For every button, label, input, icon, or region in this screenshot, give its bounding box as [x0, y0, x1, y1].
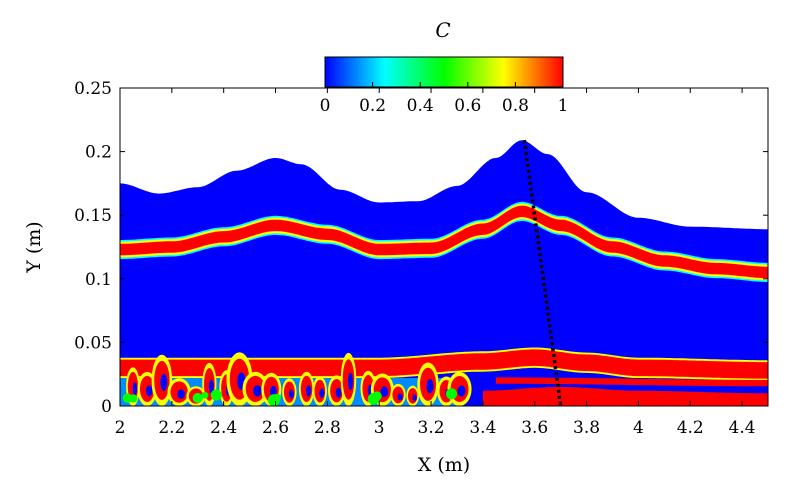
- colorbar: [324, 56, 564, 88]
- x-tick-label: 3.6: [521, 418, 548, 438]
- y-tick-label: 0.25: [74, 79, 112, 99]
- billow-eye: [457, 385, 466, 397]
- mixing-blob: [445, 388, 458, 400]
- billow-eye: [335, 387, 342, 398]
- billow-eye: [347, 372, 354, 391]
- billow-eye: [412, 394, 417, 402]
- billow-eye: [305, 385, 312, 397]
- billow-eye: [288, 389, 294, 399]
- x-tick-label: 4.4: [729, 418, 756, 438]
- billow-eye: [397, 393, 403, 401]
- x-tick-label: 2.2: [158, 418, 185, 438]
- x-tick-label: 3.4: [469, 418, 496, 438]
- mixing-blob: [367, 393, 380, 405]
- fluid-region: [120, 140, 768, 406]
- mixing-blob: [122, 393, 133, 403]
- billow-eye: [269, 385, 277, 397]
- colorbar-tick-label: 0: [320, 96, 331, 116]
- billow-eye: [319, 388, 325, 398]
- lower-band-core: [120, 349, 768, 379]
- y-tick-label: 0.1: [85, 270, 112, 290]
- x-tick-label: 2.4: [210, 418, 237, 438]
- colorbar-ticks: 0 0.2 0.4 0.6 0.8 1: [320, 82, 569, 116]
- x-tick-label: 3.2: [418, 418, 445, 438]
- mixing-blob: [201, 391, 209, 399]
- y-tick-label: 0: [101, 397, 112, 417]
- y-axis-ticks: 0 0.05 0.1 0.15 0.2 0.25: [74, 79, 768, 417]
- plot-area: [120, 139, 768, 406]
- mixing-blob: [210, 389, 222, 401]
- colorbar-tick-label: 1: [558, 96, 569, 116]
- axes-frame: [119, 87, 769, 407]
- billow-eye: [380, 386, 389, 398]
- marker-line: [522, 139, 563, 406]
- colorbar-label: C: [435, 18, 450, 42]
- colorbar-tick-label: 0.8: [502, 96, 529, 116]
- x-tick-label: 3: [374, 418, 385, 438]
- mixing-blob: [192, 392, 203, 403]
- y-tick-label: 0.05: [74, 333, 112, 353]
- x-tick-label: 4: [633, 418, 644, 438]
- x-tick-label: 3.8: [573, 418, 600, 438]
- billow-eye: [208, 379, 214, 394]
- x-axis-ticks: 2 2.2 2.4 2.6 2.8 3 3.2 3.4 3.6 3.8 4 4.2 4.4: [115, 88, 756, 438]
- colorbar-tick-label: 0.6: [454, 96, 481, 116]
- mixing-blob: [267, 394, 280, 406]
- billow-eye: [253, 385, 262, 397]
- billow-eye: [160, 374, 168, 391]
- billow-eye: [132, 382, 138, 395]
- y-tick-label: 0.2: [85, 143, 112, 163]
- bottom-layer-stripe: [495, 377, 768, 387]
- x-tick-label: 2.8: [314, 418, 341, 438]
- x-axis-label: X (m): [418, 454, 470, 476]
- billow-eye: [145, 385, 153, 397]
- colorbar-tick-label: 0.4: [407, 96, 434, 116]
- x-tick-label: 4.2: [677, 418, 704, 438]
- bottom-layer: [482, 386, 768, 406]
- x-tick-label: 2: [115, 418, 126, 438]
- y-axis-label: Y (m): [23, 221, 45, 273]
- y-tick-label: 0.15: [74, 206, 112, 226]
- billow-eye: [177, 389, 186, 399]
- colorbar-tick-label: 0.2: [359, 96, 386, 116]
- upper-band-core: [120, 205, 768, 279]
- billow-eye: [426, 379, 434, 394]
- x-tick-label: 2.6: [262, 418, 289, 438]
